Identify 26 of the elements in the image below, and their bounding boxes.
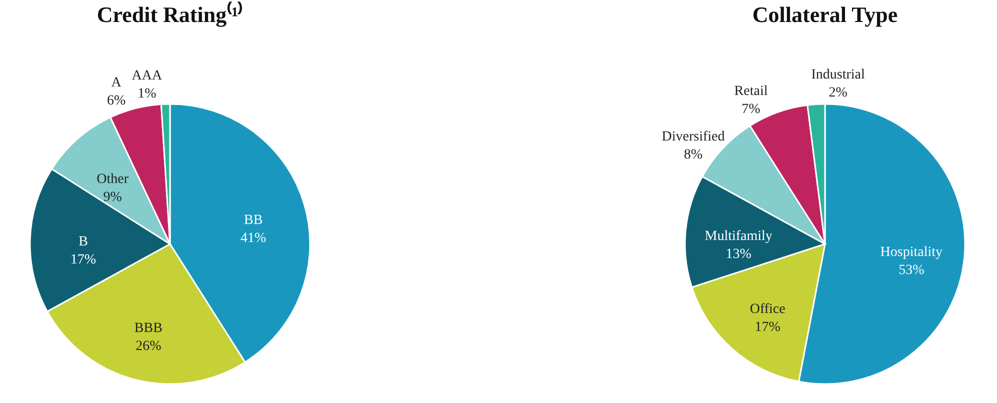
data-label: 6%: [107, 94, 126, 109]
data-label: 17%: [70, 252, 96, 268]
data-label: 26%: [136, 339, 162, 354]
slice-label: Industrial: [811, 68, 865, 82]
data-label: 8%: [684, 148, 703, 163]
data-label: 13%: [726, 246, 752, 262]
slice-label: AAA: [132, 68, 163, 84]
slice-label: Other: [96, 172, 129, 187]
slice-label: Multifamily: [704, 228, 772, 244]
data-label: 9%: [103, 190, 122, 205]
chart-title: Credit Rating⁽¹⁾: [96, 1, 244, 27]
data-label: 1%: [138, 86, 157, 102]
slice-label: Retail: [734, 84, 768, 99]
data-label: 17%: [754, 320, 781, 336]
slice-label: Hospitality: [880, 245, 943, 260]
chart-title: Collateral Type: [752, 2, 898, 27]
slice-label: BB: [244, 212, 263, 228]
data-label: 7%: [742, 102, 761, 117]
data-label: 53%: [898, 263, 925, 278]
slice-label: BBB: [134, 321, 162, 336]
slice-label: Office: [750, 302, 786, 318]
slice-label: A: [111, 76, 122, 91]
slice-label: Diversified: [662, 130, 725, 145]
data-label: 2%: [828, 86, 848, 100]
slice-label: B: [78, 234, 88, 250]
data-label: 41%: [240, 230, 267, 246]
